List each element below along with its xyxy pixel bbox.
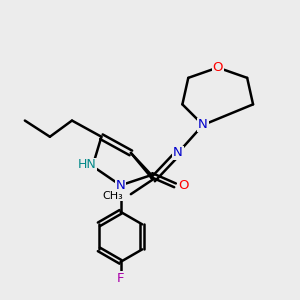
Text: N: N xyxy=(116,179,125,192)
Text: N: N xyxy=(173,146,183,159)
Text: F: F xyxy=(117,272,124,285)
Text: CH₃: CH₃ xyxy=(103,190,124,201)
Text: O: O xyxy=(212,61,223,74)
Text: HN: HN xyxy=(78,158,97,171)
Text: N: N xyxy=(198,118,208,131)
Text: O: O xyxy=(178,179,188,192)
